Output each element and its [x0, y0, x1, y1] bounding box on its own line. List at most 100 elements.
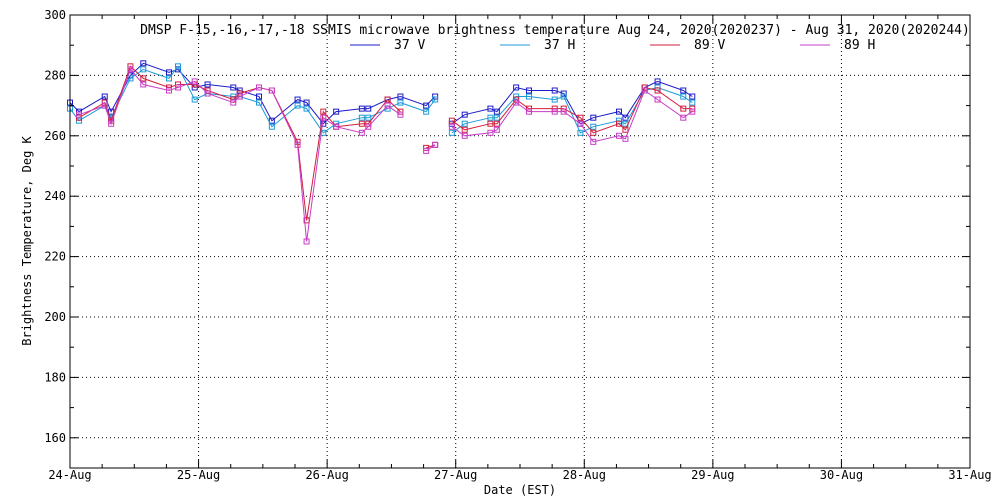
data-point — [432, 141, 439, 148]
data-point — [689, 108, 696, 115]
data-point — [526, 93, 532, 100]
data-point — [397, 111, 404, 118]
data-point — [493, 114, 500, 121]
legend-label: 37 H — [544, 38, 575, 53]
data-point — [294, 96, 301, 103]
data-point — [577, 114, 584, 121]
series-line — [451, 80, 693, 125]
data-point — [204, 81, 211, 88]
data-point — [551, 96, 558, 103]
data-point — [320, 114, 327, 121]
data-point — [320, 108, 327, 115]
data-point — [493, 108, 500, 115]
data-point — [256, 93, 262, 100]
y-tick-label: 160 — [44, 431, 66, 445]
data-point — [365, 114, 372, 121]
data-point — [423, 108, 430, 115]
data-point — [461, 126, 468, 133]
data-point — [513, 84, 520, 91]
tick-labels: 160 180 200 220 240 260 280 300 24-Aug 25-Aug 26-A… — [44, 8, 991, 482]
data-point — [268, 123, 275, 130]
data-point — [487, 114, 494, 121]
series-line — [78, 68, 401, 242]
data-point — [333, 123, 340, 130]
data-point — [230, 84, 237, 91]
series-line — [69, 62, 436, 125]
y-tick-label: 180 — [44, 370, 66, 384]
data-point — [191, 96, 198, 103]
data-point — [175, 81, 181, 88]
data-point — [294, 141, 301, 148]
data-point — [616, 108, 622, 115]
y-tick-label: 280 — [44, 68, 66, 82]
data-point — [423, 147, 430, 154]
data-point — [551, 108, 558, 115]
data-point — [513, 99, 520, 106]
data-point — [127, 66, 134, 73]
data-point — [384, 96, 391, 103]
series-line — [451, 89, 693, 143]
data-point — [680, 93, 687, 100]
series-37-h — [67, 63, 696, 136]
series-line — [78, 65, 401, 221]
data-point — [358, 120, 365, 127]
data-point — [577, 129, 584, 136]
data-point — [365, 123, 372, 130]
data-point — [680, 105, 687, 112]
data-point — [358, 114, 365, 121]
legend: 37 V 37 H 89 V 89 H — [350, 38, 875, 53]
y-tick-label: 300 — [44, 8, 66, 22]
data-point — [256, 99, 262, 106]
data-point — [616, 132, 622, 139]
x-tick-label: 27-Aug — [434, 468, 477, 482]
data-point — [358, 129, 365, 136]
data-point — [560, 108, 567, 115]
data-point — [493, 120, 500, 127]
data-point — [432, 93, 439, 100]
data-point — [487, 129, 494, 136]
data-point — [689, 93, 696, 100]
data-point — [333, 108, 340, 115]
data-point — [526, 87, 532, 94]
data-point — [101, 93, 108, 100]
data-point — [108, 120, 115, 127]
chart-title: DMSP F-15,-16,-17,-18 SSMIS microwave br… — [140, 23, 970, 38]
x-tick-label: 28-Aug — [563, 468, 606, 482]
data-point — [76, 114, 82, 121]
series-37-v — [67, 60, 696, 127]
data-point — [358, 105, 365, 112]
data-point — [127, 75, 134, 82]
data-point — [140, 60, 147, 67]
legend-label: 89 V — [694, 38, 725, 53]
data-point — [616, 120, 622, 127]
data-point — [294, 102, 301, 109]
data-point — [432, 96, 439, 103]
data-point — [303, 99, 310, 106]
y-tick-label: 240 — [44, 189, 66, 203]
data-point — [560, 93, 567, 100]
data-point — [654, 87, 661, 94]
data-point — [654, 84, 661, 91]
data-point — [166, 75, 172, 82]
data-point — [448, 123, 455, 130]
data-point — [175, 63, 181, 70]
data-point — [461, 111, 468, 118]
axis-ticks — [69, 14, 971, 469]
data-point — [590, 123, 597, 130]
data-point — [622, 135, 629, 142]
data-point — [423, 102, 430, 109]
data-point — [487, 105, 494, 112]
y-axis-label: Brightness Temperature, Deg K — [20, 135, 34, 345]
data-point — [448, 117, 455, 124]
data-point — [493, 126, 500, 133]
x-tick-label: 31-Aug — [948, 468, 991, 482]
y-tick-label: 260 — [44, 129, 66, 143]
data-point — [166, 69, 172, 76]
series-89-h — [76, 66, 696, 245]
data-point — [303, 238, 310, 245]
data-point — [680, 87, 687, 94]
series-89-v — [76, 63, 696, 224]
data-point — [384, 102, 391, 109]
data-point — [680, 114, 687, 121]
